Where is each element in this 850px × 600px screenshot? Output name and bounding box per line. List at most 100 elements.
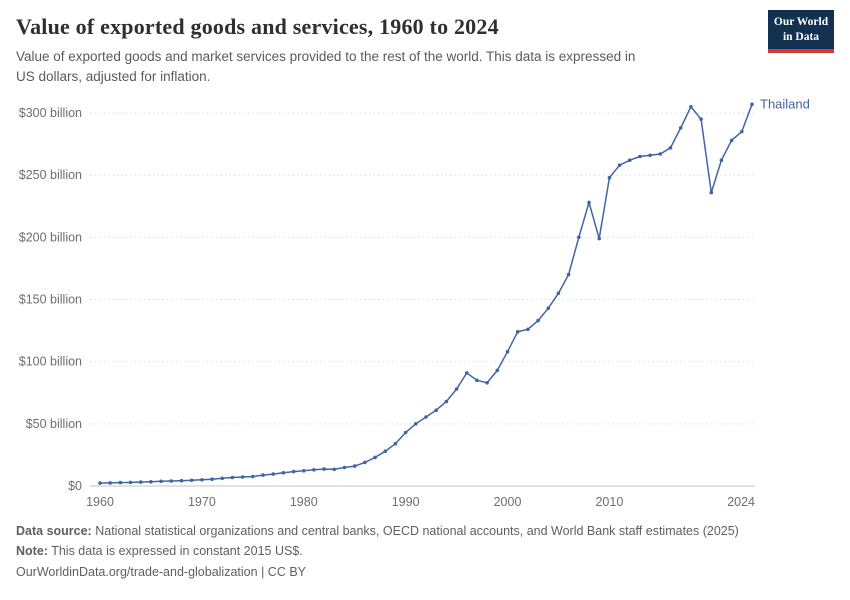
data-point — [536, 318, 540, 323]
chart-footer: Data source: National statistical organi… — [0, 522, 850, 582]
owid-logo-line1: Our World — [773, 16, 829, 28]
data-point — [658, 152, 663, 156]
data-point — [118, 480, 123, 485]
x-tick-label: 2024 — [727, 495, 755, 509]
owid-logo[interactable]: Our World in Data — [768, 10, 834, 53]
chart-area: $0 $50 billion $100 billion $150 billion $20… — [0, 94, 850, 518]
data-point — [393, 442, 398, 446]
data-point — [383, 449, 388, 454]
y-tick-label: $150 billion — [19, 293, 82, 307]
data-point — [648, 153, 652, 158]
data-point — [597, 236, 601, 241]
y-tick-label: $250 billion — [19, 168, 82, 182]
data-point — [271, 472, 276, 477]
series-line-thailand — [99, 104, 753, 484]
owid-logo-box: Our World in Data — [768, 10, 834, 53]
data-point — [149, 480, 153, 484]
x-tick-label: 1960 — [86, 495, 114, 509]
data-point — [210, 477, 214, 482]
url-line: OurWorldinData.org/trade-and-globalizati… — [16, 563, 834, 582]
data-point — [291, 469, 296, 474]
data-point — [740, 129, 744, 134]
data-point — [495, 368, 500, 373]
data-point — [709, 190, 714, 195]
data-point — [668, 146, 673, 150]
data-point — [403, 430, 408, 435]
data-point — [628, 158, 632, 163]
y-tick-label: $100 billion — [19, 355, 82, 369]
note-text: This data is expressed in constant 2015 … — [51, 543, 303, 558]
data-point — [189, 478, 194, 483]
x-tick-label: 1970 — [188, 495, 216, 509]
data-point — [159, 479, 163, 484]
data-source-text: National statistical organizations and c… — [95, 524, 739, 539]
data-point — [281, 471, 286, 475]
data-point — [352, 464, 357, 469]
note-line: Note: This data is expressed in constant… — [16, 542, 834, 561]
data-point — [485, 381, 489, 385]
data-point — [515, 330, 520, 334]
data-point — [342, 465, 347, 470]
data-point — [678, 126, 683, 130]
y-tick-label: $300 billion — [19, 106, 82, 120]
data-point — [98, 481, 102, 486]
data-point — [363, 460, 367, 465]
y-tick-label: $0 — [68, 479, 82, 493]
data-point — [617, 163, 622, 168]
data-point — [128, 480, 133, 485]
data-point — [240, 475, 245, 479]
data-point — [587, 200, 591, 205]
data-point — [424, 415, 428, 419]
data-point — [322, 467, 326, 472]
y-tick-label: $200 billion — [19, 230, 82, 244]
data-point — [434, 408, 439, 413]
x-tick-label: 2010 — [595, 495, 623, 509]
note-label: Note: — [16, 543, 48, 558]
data-point — [546, 306, 551, 311]
data-point — [332, 467, 337, 472]
data-point — [465, 371, 469, 375]
data-point — [689, 105, 693, 109]
data-source-label: Data source: — [16, 524, 92, 539]
data-point — [169, 479, 174, 483]
data-point — [220, 476, 225, 481]
y-tick-label: $50 billion — [26, 417, 82, 431]
data-point — [261, 473, 265, 478]
data-point — [230, 475, 235, 480]
line-chart-svg[interactable]: $0 $50 billion $100 billion $150 billion $20… — [0, 94, 850, 518]
x-tick-label: 2000 — [494, 495, 522, 509]
url-divider: | — [261, 564, 265, 579]
data-point — [200, 478, 204, 482]
data-point — [139, 480, 143, 485]
data-point — [556, 291, 561, 296]
data-point — [505, 350, 510, 354]
data-point — [179, 479, 184, 483]
data-point — [312, 468, 316, 472]
owid-logo-line2: in Data — [782, 30, 820, 43]
data-point — [526, 327, 530, 332]
data-point — [454, 387, 459, 391]
data-point — [373, 455, 377, 460]
data-point — [607, 176, 612, 180]
page-subtitle: Value of exported goods and market servi… — [16, 49, 636, 84]
data-point — [414, 422, 418, 426]
data-point — [108, 481, 112, 485]
data-point — [577, 235, 581, 240]
entity-label[interactable]: Thailand — [760, 96, 810, 111]
data-point — [750, 102, 754, 107]
data-point — [719, 158, 724, 163]
data-point — [251, 474, 255, 479]
data-point — [729, 138, 734, 143]
data-point — [444, 399, 449, 404]
license-link[interactable]: CC BY — [267, 564, 306, 579]
page-title: Value of exported goods and services, 19… — [16, 14, 499, 39]
owid-url-link[interactable]: OurWorldinData.org/trade-and-globalizati… — [16, 564, 258, 579]
x-tick-label: 1980 — [290, 495, 318, 509]
data-point — [699, 117, 703, 122]
data-point — [638, 154, 642, 159]
data-point — [566, 272, 571, 277]
data-point — [302, 469, 306, 473]
x-tick-label: 1990 — [392, 495, 420, 509]
data-source-line: Data source: National statistical organi… — [16, 522, 834, 541]
